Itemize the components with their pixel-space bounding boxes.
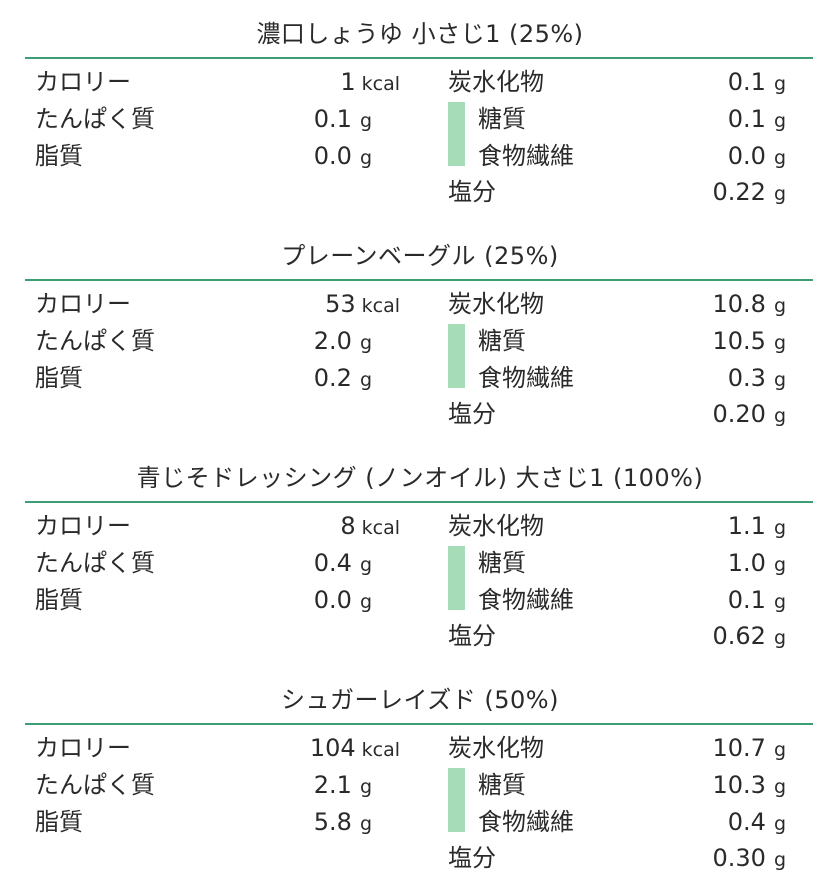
protein-label: たんぱく質 (35, 549, 155, 577)
sub-nutrient-bar (448, 102, 465, 166)
protein-value: 2.1 g (313, 771, 372, 799)
calories-label: カロリー (35, 68, 131, 96)
calories-value: 53 kcal (325, 290, 400, 318)
sub-nutrient-bar (448, 546, 465, 610)
salt-value: 0.22 g (712, 178, 787, 206)
carbs-label: 炭水化物 (448, 734, 544, 762)
salt-label: 塩分 (448, 400, 496, 428)
fat-value: 0.2 g (313, 364, 372, 392)
fat-label: 脂質 (35, 142, 83, 170)
fat-value: 5.8 g (313, 808, 372, 836)
carbs-label: 炭水化物 (448, 68, 544, 96)
salt-value: 0.20 g (712, 400, 787, 428)
divider (25, 723, 813, 725)
sugar-value: 10.5 g (712, 327, 787, 355)
divider (25, 57, 813, 59)
nutrition-card-4: シュガーレイズド (50%) カロリー 104 kcal たんぱく質 2.1 g 脂… (0, 666, 840, 888)
fat-label: 脂質 (35, 364, 83, 392)
item-title: シュガーレイズド (50%) (281, 686, 559, 714)
calories-value: 8 kcal (340, 512, 400, 540)
sugar-value: 1.0 g (727, 549, 786, 577)
nutrition-card-1: 濃口しょうゆ 小さじ1 (25%) カロリー 1 kcal たんぱく質 0.1 g … (0, 0, 840, 222)
sugar-value: 0.1 g (727, 105, 786, 133)
carbs-label: 炭水化物 (448, 290, 544, 318)
calories-value: 1 kcal (340, 68, 400, 96)
sub-nutrient-bar (448, 324, 465, 388)
fiber-value: 0.3 g (727, 364, 786, 392)
protein-label: たんぱく質 (35, 327, 155, 355)
item-title: 濃口しょうゆ 小さじ1 (25%) (256, 20, 584, 48)
sugar-label: 糖質 (478, 105, 526, 133)
item-title: プレーンベーグル (25%) (281, 242, 559, 270)
fiber-value: 0.0 g (727, 142, 786, 170)
fiber-label: 食物繊維 (478, 808, 574, 836)
salt-value: 0.62 g (712, 622, 787, 650)
protein-label: たんぱく質 (35, 771, 155, 799)
sugar-label: 糖質 (478, 327, 526, 355)
carbs-label: 炭水化物 (448, 512, 544, 540)
protein-value: 0.1 g (313, 105, 372, 133)
salt-label: 塩分 (448, 178, 496, 206)
fat-label: 脂質 (35, 586, 83, 614)
fat-label: 脂質 (35, 808, 83, 836)
fiber-value: 0.1 g (727, 586, 786, 614)
carbs-value: 0.1 g (727, 68, 786, 96)
fiber-label: 食物繊維 (478, 142, 574, 170)
sugar-value: 10.3 g (712, 771, 787, 799)
salt-label: 塩分 (448, 622, 496, 650)
protein-value: 0.4 g (313, 549, 372, 577)
divider (25, 279, 813, 281)
divider (25, 501, 813, 503)
carbs-value: 1.1 g (727, 512, 786, 540)
sub-nutrient-bar (448, 768, 465, 832)
fiber-label: 食物繊維 (478, 586, 574, 614)
fat-value: 0.0 g (313, 142, 372, 170)
sugar-label: 糖質 (478, 771, 526, 799)
calories-label: カロリー (35, 512, 131, 540)
calories-label: カロリー (35, 734, 131, 762)
calories-label: カロリー (35, 290, 131, 318)
carbs-value: 10.8 g (712, 290, 787, 318)
protein-label: たんぱく質 (35, 105, 155, 133)
carbs-value: 10.7 g (712, 734, 787, 762)
salt-label: 塩分 (448, 844, 496, 872)
fiber-label: 食物繊維 (478, 364, 574, 392)
salt-value: 0.30 g (712, 844, 787, 872)
item-title: 青じそドレッシング (ノンオイル) 大さじ1 (100%) (136, 464, 704, 492)
fat-value: 0.0 g (313, 586, 372, 614)
fiber-value: 0.4 g (727, 808, 786, 836)
nutrition-card-3: 青じそドレッシング (ノンオイル) 大さじ1 (100%) カロリー 8 kcal… (0, 444, 840, 666)
protein-value: 2.0 g (313, 327, 372, 355)
sugar-label: 糖質 (478, 549, 526, 577)
nutrition-card-2: プレーンベーグル (25%) カロリー 53 kcal たんぱく質 2.0 g 脂質… (0, 222, 840, 444)
calories-value: 104 kcal (309, 734, 400, 762)
